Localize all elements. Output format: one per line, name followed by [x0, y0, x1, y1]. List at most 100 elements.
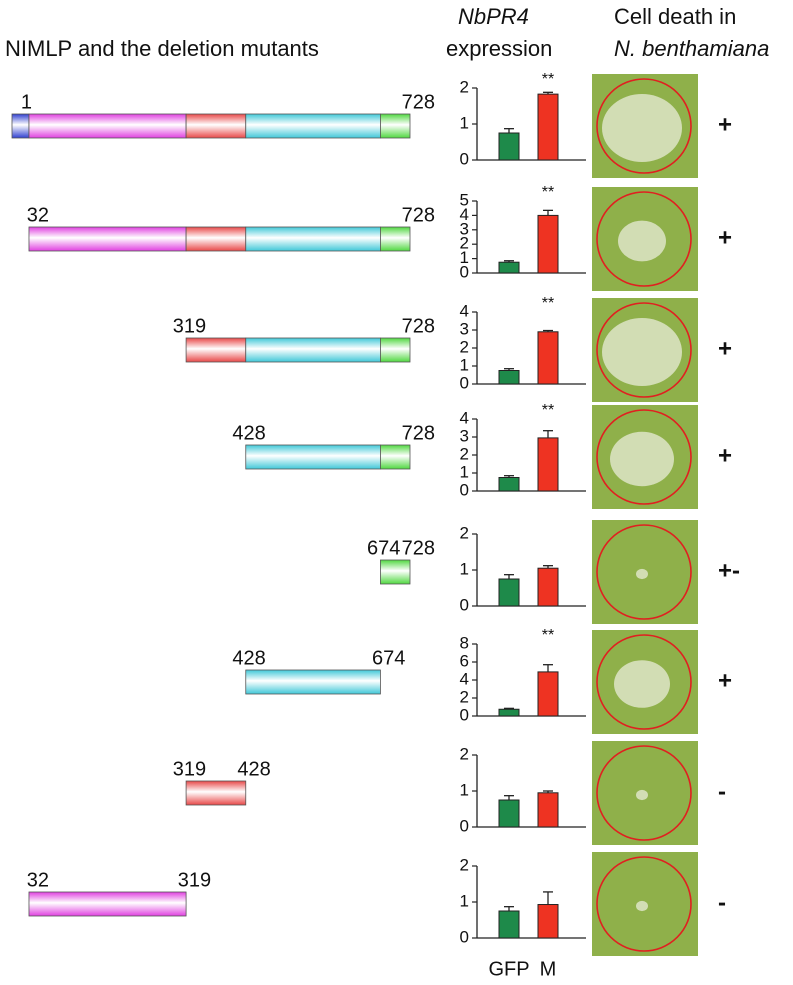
bar [537, 671, 559, 717]
y-tick-label: 4 [460, 301, 469, 320]
bar [537, 93, 559, 161]
end-label: 728 [402, 315, 435, 337]
lesion [602, 318, 682, 386]
lesion [602, 94, 682, 162]
significance: ** [542, 402, 554, 419]
bar [537, 567, 559, 607]
domain-segment [11, 113, 30, 139]
y-tick-label: 2 [460, 855, 469, 874]
y-tick-label: 8 [460, 633, 469, 652]
domain-segment [245, 444, 381, 470]
y-tick-label: 2 [460, 444, 469, 463]
y-tick-label: 0 [460, 595, 469, 614]
cell-death-score: +- [718, 557, 740, 584]
bar [498, 799, 520, 828]
start-label: 32 [27, 204, 49, 226]
y-tick-label: 4 [460, 669, 469, 688]
significance: ** [542, 71, 554, 88]
domain-segment [380, 226, 411, 252]
cell-death-score: + [718, 111, 732, 138]
bar [498, 578, 520, 607]
domain-segment [28, 113, 187, 139]
start-label: 428 [232, 647, 265, 669]
y-tick-label: 1 [460, 462, 469, 481]
bar [498, 477, 520, 492]
start-label: 674 [367, 537, 400, 559]
lesion [618, 220, 666, 262]
expression-label: expression [446, 36, 552, 61]
infiltration-circle [596, 78, 692, 174]
cell-death-score: + [718, 442, 732, 469]
domain-segment [245, 669, 381, 695]
y-tick-label: 5 [460, 190, 469, 209]
constructs-title: NIMLP and the deletion mutants [5, 36, 319, 61]
start-label: 1 [21, 91, 32, 113]
start-label: 319 [173, 758, 206, 780]
bar [498, 261, 520, 274]
y-tick-label: 2 [460, 744, 469, 763]
domain-segment [245, 226, 381, 252]
domain-segment [28, 891, 187, 917]
y-tick-label: 1 [460, 113, 469, 132]
infiltration-circle [596, 634, 692, 730]
significance: ** [542, 295, 554, 312]
cell-death-score: - [718, 889, 726, 916]
lesion [610, 431, 674, 487]
y-tick-label: 0 [460, 373, 469, 392]
bar [498, 132, 520, 161]
cell-death-score: + [718, 224, 732, 251]
y-tick-label: 3 [460, 319, 469, 338]
y-tick-label: 1 [460, 355, 469, 374]
y-tick-label: 4 [460, 408, 469, 427]
start-label: 319 [173, 315, 206, 337]
y-tick-label: 4 [460, 205, 469, 224]
domain-segment [380, 559, 411, 585]
bar [537, 214, 559, 274]
infiltration-circle [596, 191, 692, 287]
infiltration-circle [596, 856, 692, 952]
lesion [614, 660, 670, 708]
domain-segment [380, 444, 411, 470]
lesion [636, 900, 648, 912]
y-tick-label: 1 [460, 891, 469, 910]
bar [498, 370, 520, 385]
y-tick-label: 0 [460, 480, 469, 499]
y-tick-label: 6 [460, 651, 469, 670]
species-name: N. benthamiana [614, 36, 769, 61]
y-tick-label: 0 [460, 149, 469, 168]
domain-segment [245, 337, 381, 363]
significance: ** [542, 184, 554, 201]
infiltration-circle [596, 745, 692, 841]
x-tick-label: M [540, 958, 557, 980]
bar [498, 910, 520, 939]
y-tick-label: 0 [460, 816, 469, 835]
domain-segment [380, 113, 411, 139]
domain-segment [185, 780, 247, 806]
cell-death-score: - [718, 778, 726, 805]
y-tick-label: 1 [460, 248, 469, 267]
cell-death-score: + [718, 335, 732, 362]
infiltration-circle [596, 524, 692, 620]
y-tick-label: 3 [460, 426, 469, 445]
domain-segment [185, 337, 247, 363]
y-tick-label: 1 [460, 780, 469, 799]
x-tick-label: GFP [488, 958, 529, 980]
end-label: 728 [402, 204, 435, 226]
start-label: 428 [232, 422, 265, 444]
end-label: 428 [237, 758, 270, 780]
domain-segment [245, 113, 381, 139]
significance: ** [542, 627, 554, 644]
domain-segment [185, 113, 247, 139]
bar [498, 708, 520, 717]
end-label: 319 [178, 869, 211, 891]
infiltration-circle [596, 302, 692, 398]
y-tick-label: 2 [460, 77, 469, 96]
bar [537, 792, 559, 828]
end-label: 728 [402, 422, 435, 444]
end-label: 674 [372, 647, 405, 669]
y-tick-label: 0 [460, 705, 469, 724]
end-label: 728 [402, 537, 435, 559]
cell-death-score: + [718, 667, 732, 694]
lesion [636, 568, 648, 580]
